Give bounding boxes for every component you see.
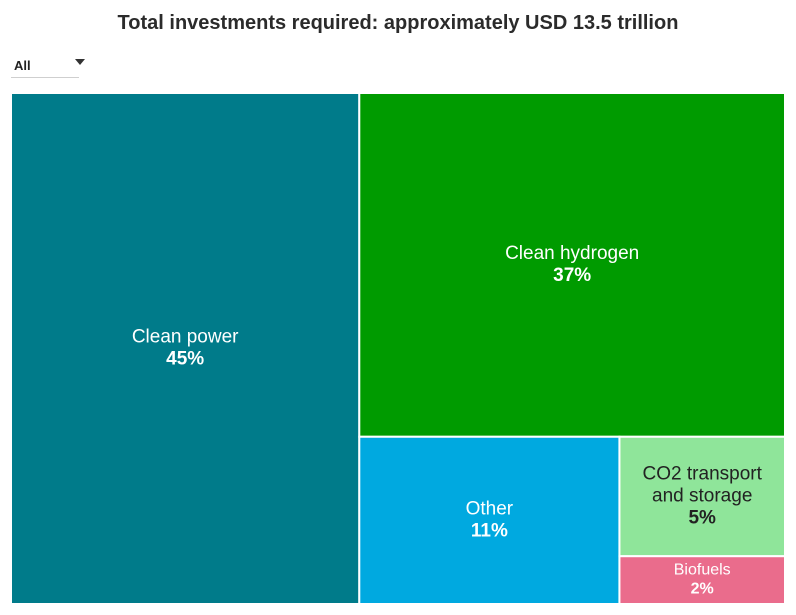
treemap-tile-biofuels[interactable]: Biofuels 2%: [618, 555, 787, 606]
treemap-value-biofuels: 2%: [691, 581, 714, 598]
treemap-label-other: Other: [466, 499, 514, 520]
treemap-value-clean-power: 45%: [166, 349, 204, 370]
treemap-label-biofuels: Biofuels: [674, 562, 731, 579]
treemap-rect-clean-hydrogen[interactable]: [358, 92, 786, 438]
treemap-label-clean-power: Clean power: [132, 327, 239, 348]
treemap-rect-biofuels[interactable]: [618, 555, 787, 606]
treemap-rect-other[interactable]: [358, 435, 621, 605]
treemap-rect-clean-power[interactable]: [10, 92, 361, 605]
treemap-label-clean-hydrogen: Clean hydrogen: [505, 243, 639, 264]
treemap-value-clean-hydrogen: 37%: [553, 265, 591, 286]
treemap-value-other: 11%: [471, 521, 508, 542]
filter-selected-value: All: [14, 58, 31, 73]
treemap-label-co2-transport-and-storage: CO2 transport and storage: [643, 464, 763, 507]
chart-title: Total investments required: approximatel…: [117, 12, 679, 34]
treemap-value-co2-transport-and-storage: 5%: [688, 508, 716, 529]
category-filter-dropdown[interactable]: All: [11, 54, 85, 78]
